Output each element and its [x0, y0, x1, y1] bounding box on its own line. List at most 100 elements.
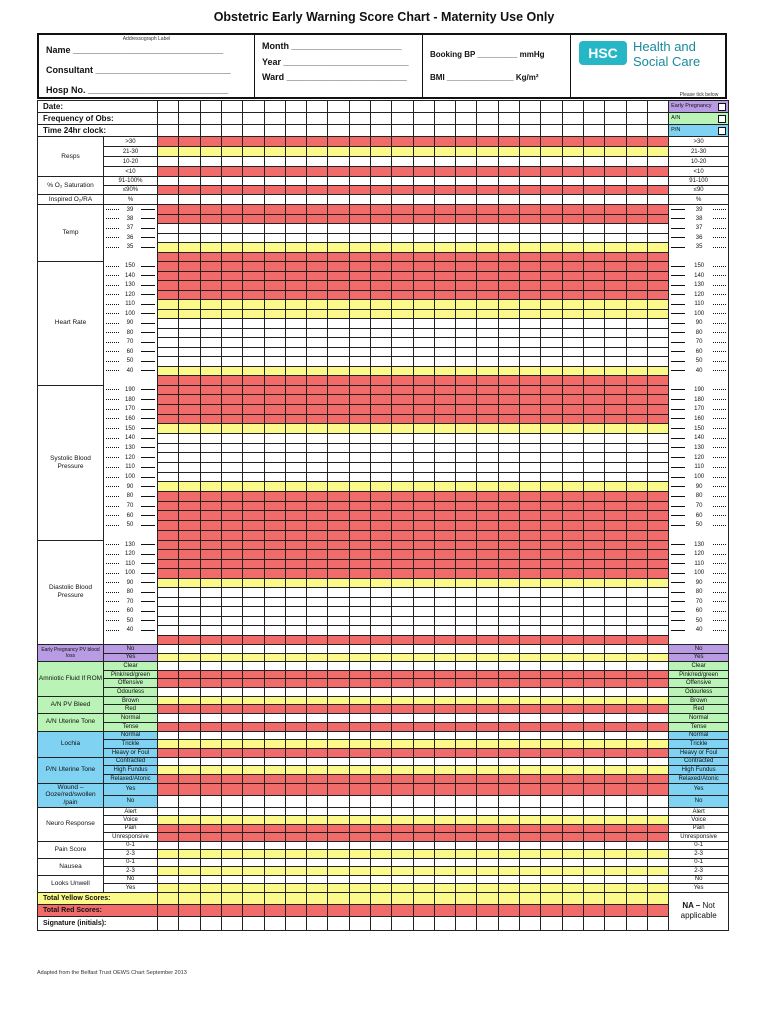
obs-cell[interactable]: [625, 166, 648, 177]
obs-cell[interactable]: [284, 510, 308, 522]
obs-cell[interactable]: [348, 721, 371, 732]
obs-cell[interactable]: [412, 289, 435, 300]
obs-cell[interactable]: [306, 558, 329, 569]
obs-cell[interactable]: [497, 634, 521, 645]
obs-cell[interactable]: [348, 695, 371, 706]
obs-cell[interactable]: [327, 687, 350, 697]
obs-cell[interactable]: [284, 242, 308, 253]
obs-cell[interactable]: [625, 413, 648, 425]
obs-cell[interactable]: [455, 687, 478, 697]
obs-cell[interactable]: [327, 747, 350, 758]
obs-cell[interactable]: [582, 695, 606, 706]
obs-cell[interactable]: [433, 346, 457, 357]
obs-cell[interactable]: [519, 432, 542, 444]
obs-cell[interactable]: [199, 874, 222, 885]
obs-cell[interactable]: [220, 432, 244, 444]
obs-cell[interactable]: [242, 462, 265, 473]
obs-cell[interactable]: [284, 587, 308, 598]
obs-cell[interactable]: [646, 223, 670, 234]
obs-cell[interactable]: [433, 185, 457, 195]
obs-cell[interactable]: [369, 529, 393, 541]
obs-cell[interactable]: [582, 194, 606, 205]
obs-cell[interactable]: [604, 669, 627, 680]
obs-cell[interactable]: [412, 213, 435, 224]
obs-cell[interactable]: [412, 280, 435, 291]
obs-cell[interactable]: [242, 695, 265, 706]
obs-cell[interactable]: [284, 124, 308, 137]
obs-cell[interactable]: [284, 625, 308, 636]
obs-cell[interactable]: [604, 832, 627, 842]
obs-cell[interactable]: [220, 915, 244, 931]
obs-cell[interactable]: [476, 112, 499, 125]
obs-cell[interactable]: [540, 510, 563, 522]
obs-cell[interactable]: [540, 577, 563, 588]
obs-cell[interactable]: [199, 596, 222, 607]
obs-cell[interactable]: [348, 423, 371, 434]
obs-cell[interactable]: [348, 765, 371, 775]
obs-cell[interactable]: [412, 194, 435, 205]
obs-cell[interactable]: [476, 242, 499, 253]
obs-cell[interactable]: [157, 375, 180, 386]
obs-cell[interactable]: [284, 765, 308, 775]
obs-cell[interactable]: [284, 356, 308, 367]
obs-cell[interactable]: [369, 491, 393, 502]
obs-cell[interactable]: [391, 261, 414, 272]
obs-cell[interactable]: [646, 356, 670, 367]
obs-cell[interactable]: [625, 356, 648, 367]
obs-cell[interactable]: [625, 823, 648, 834]
obs-cell[interactable]: [199, 815, 222, 825]
obs-cell[interactable]: [455, 100, 478, 113]
obs-cell[interactable]: [242, 384, 265, 396]
obs-cell[interactable]: [199, 100, 222, 113]
obs-cell[interactable]: [369, 782, 393, 796]
obs-cell[interactable]: [519, 384, 542, 396]
obs-cell[interactable]: [625, 739, 648, 749]
obs-cell[interactable]: [582, 832, 606, 842]
obs-cell[interactable]: [178, 327, 201, 338]
obs-cell[interactable]: [604, 112, 627, 125]
obs-cell[interactable]: [582, 185, 606, 195]
obs-cell[interactable]: [220, 747, 244, 758]
obs-cell[interactable]: [284, 384, 308, 396]
obs-cell[interactable]: [625, 423, 648, 434]
obs-cell[interactable]: [582, 539, 606, 550]
obs-cell[interactable]: [476, 747, 499, 758]
obs-cell[interactable]: [582, 232, 606, 243]
obs-cell[interactable]: [561, 112, 584, 125]
obs-cell[interactable]: [391, 549, 414, 560]
checkbox-icon[interactable]: [718, 102, 727, 111]
obs-cell[interactable]: [242, 185, 265, 195]
obs-cell[interactable]: [519, 146, 542, 157]
obs-cell[interactable]: [157, 747, 180, 758]
obs-cell[interactable]: [242, 857, 265, 868]
obs-cell[interactable]: [625, 510, 648, 522]
obs-cell[interactable]: [582, 223, 606, 234]
obs-cell[interactable]: [348, 773, 371, 784]
obs-cell[interactable]: [497, 883, 521, 893]
obs-cell[interactable]: [369, 558, 393, 569]
obs-cell[interactable]: [497, 112, 521, 125]
obs-cell[interactable]: [369, 146, 393, 157]
obs-cell[interactable]: [157, 815, 180, 825]
obs-cell[interactable]: [519, 695, 542, 706]
obs-cell[interactable]: [412, 413, 435, 425]
obs-cell[interactable]: [433, 587, 457, 598]
obs-cell[interactable]: [540, 721, 563, 732]
obs-cell[interactable]: [604, 491, 627, 502]
obs-cell[interactable]: [178, 687, 201, 697]
obs-cell[interactable]: [178, 100, 201, 113]
obs-cell[interactable]: [455, 146, 478, 157]
obs-cell[interactable]: [476, 491, 499, 502]
obs-cell[interactable]: [476, 615, 499, 626]
obs-cell[interactable]: [220, 577, 244, 588]
obs-cell[interactable]: [348, 394, 371, 405]
obs-cell[interactable]: [348, 606, 371, 617]
obs-cell[interactable]: [625, 308, 648, 319]
obs-cell[interactable]: [263, 261, 286, 272]
obs-cell[interactable]: [646, 678, 670, 689]
obs-cell[interactable]: [455, 678, 478, 689]
obs-cell[interactable]: [178, 644, 201, 654]
obs-cell[interactable]: [497, 124, 521, 137]
obs-cell[interactable]: [476, 327, 499, 338]
obs-cell[interactable]: [306, 124, 329, 137]
